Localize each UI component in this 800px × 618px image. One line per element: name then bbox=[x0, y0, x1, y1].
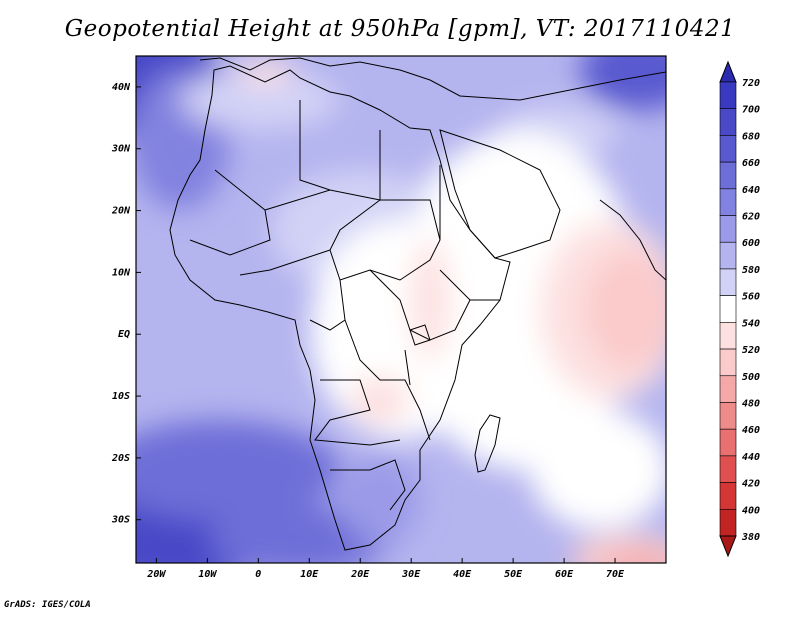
border-1 bbox=[264, 130, 381, 211]
plot-frame bbox=[135, 55, 667, 564]
colorbar-segment bbox=[719, 482, 737, 510]
lon-tick-label: 40E bbox=[453, 569, 472, 580]
lon-tick-label: 30E bbox=[401, 569, 421, 580]
lon-tick-label: 60E bbox=[555, 569, 574, 580]
lon-tick-label: 20W bbox=[146, 569, 166, 580]
border-6 bbox=[309, 279, 346, 331]
india-coast bbox=[599, 199, 666, 281]
colorbar-segment bbox=[719, 428, 737, 457]
africa-coastline bbox=[169, 65, 511, 551]
colorbar-segment bbox=[719, 268, 737, 296]
lon-tick-label: 0 bbox=[255, 569, 261, 580]
border-10 bbox=[330, 459, 406, 511]
lat-tick-label: 40N bbox=[112, 82, 131, 93]
lon-tick-label: 70E bbox=[606, 569, 625, 580]
lat-tick-label: 20N bbox=[111, 206, 131, 217]
lon-tick-label: 10W bbox=[198, 569, 217, 580]
colorbar-segment bbox=[719, 508, 737, 537]
border-7 bbox=[369, 269, 471, 341]
colorbar-segment bbox=[719, 135, 737, 163]
border-4 bbox=[329, 199, 441, 281]
colorbar-segment bbox=[719, 402, 737, 430]
lat-tick-label: EQ bbox=[118, 329, 130, 340]
colorbar-segment bbox=[719, 322, 737, 350]
europe-coast bbox=[199, 57, 666, 101]
colorbar-bottom-arrow bbox=[719, 535, 737, 558]
colorbar-label: 480 bbox=[742, 398, 760, 409]
colorbar: 720 700 680 660 640 620 600 580 560 540 520 500 480 4… bbox=[719, 60, 760, 558]
lake-tanganyika bbox=[404, 349, 411, 386]
lake-victoria bbox=[409, 324, 431, 346]
lat-tick-label: 10N bbox=[112, 267, 131, 278]
latitude-axis: 40N 30N 20N 10N EQ 10S 20S 30S bbox=[111, 82, 141, 526]
colorbar-segment bbox=[719, 215, 737, 243]
lat-tick-label: 30S bbox=[111, 515, 130, 526]
lat-tick-label: 10S bbox=[112, 391, 130, 402]
colorbar-label: 660 bbox=[742, 158, 760, 169]
colorbar-label: 700 bbox=[742, 105, 760, 116]
colorbar-label: 420 bbox=[742, 479, 760, 490]
colorbar-segment bbox=[719, 108, 737, 136]
colorbar-segment bbox=[719, 295, 737, 323]
colorbar-segment bbox=[719, 81, 737, 110]
lon-tick-label: 10E bbox=[300, 569, 319, 580]
colorbar-label: 720 bbox=[742, 78, 760, 89]
colorbar-label: 600 bbox=[742, 238, 760, 249]
border-9 bbox=[314, 379, 401, 446]
colorbar-label: 640 bbox=[742, 185, 760, 196]
border-2 bbox=[299, 100, 331, 191]
border-12 bbox=[439, 269, 500, 301]
colorbar-label: 380 bbox=[741, 532, 760, 543]
colorbar-segment bbox=[719, 241, 737, 270]
page-title: Geopotential Height at 950hPa [gpm], VT:… bbox=[64, 16, 736, 42]
colorbar-label: 580 bbox=[742, 265, 760, 276]
credit-text: GrADS: IGES/COLA bbox=[4, 600, 91, 610]
geopotential-field bbox=[136, 56, 666, 563]
colorbar-label: 680 bbox=[742, 131, 760, 142]
coastlines bbox=[169, 57, 666, 551]
colorbar-segment bbox=[719, 188, 737, 216]
colorbar-label: 440 bbox=[742, 452, 760, 463]
arabian-peninsula bbox=[439, 129, 561, 259]
colorbar-label: 520 bbox=[742, 345, 760, 356]
border-3 bbox=[189, 169, 271, 256]
lat-tick-label: 20S bbox=[111, 453, 130, 464]
longitude-axis: 20W 10W 0 10E 20E 30E 40E 50E 60E 70E bbox=[146, 558, 625, 580]
colorbar-label: 560 bbox=[742, 292, 760, 303]
colorbar-segment bbox=[719, 375, 737, 403]
lon-tick-label: 50E bbox=[504, 569, 523, 580]
colorbar-segment bbox=[719, 161, 737, 190]
lon-tick-label: 20E bbox=[350, 569, 370, 580]
colorbar-label: 460 bbox=[742, 425, 760, 436]
colorbar-label: 620 bbox=[742, 212, 760, 223]
border-5 bbox=[239, 249, 331, 276]
lat-tick-label: 30N bbox=[111, 144, 131, 155]
colorbar-label: 500 bbox=[742, 372, 760, 383]
colorbar-label: 400 bbox=[742, 505, 760, 516]
border-8 bbox=[344, 319, 431, 441]
colorbar-segment bbox=[719, 455, 737, 483]
colorbar-top-arrow bbox=[719, 60, 737, 83]
colorbar-segment bbox=[719, 348, 737, 377]
colorbar-label: 540 bbox=[742, 318, 760, 329]
madagascar bbox=[474, 414, 501, 473]
